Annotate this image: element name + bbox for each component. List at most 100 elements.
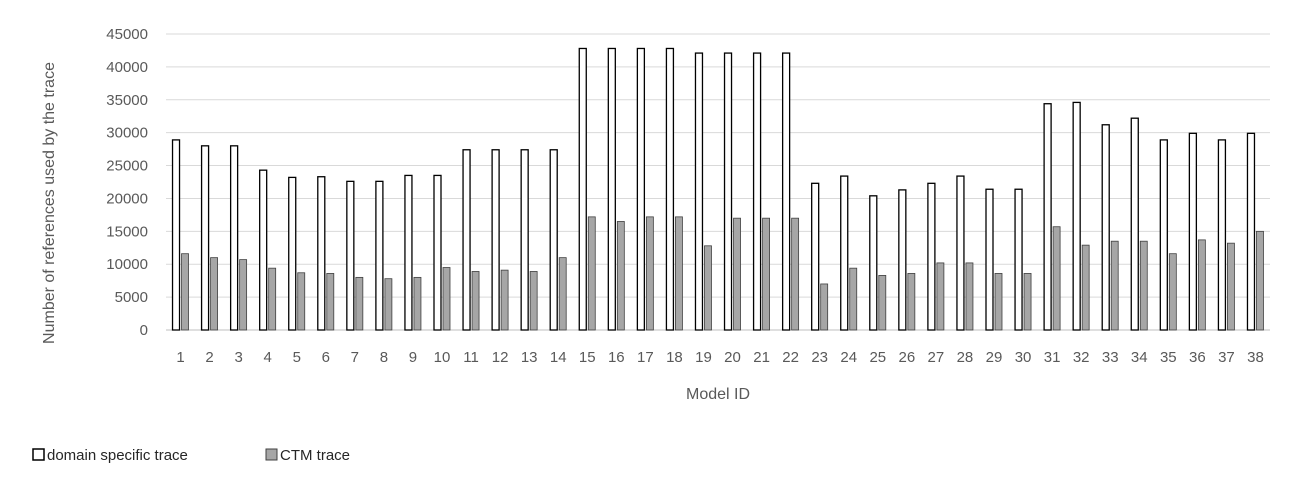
bar-ctm-trace xyxy=(1256,230,1264,331)
bar-domain-specific-trace xyxy=(1130,117,1139,331)
bar-ctm-trace xyxy=(1110,240,1119,331)
bar-domain-specific-trace xyxy=(1014,188,1023,331)
x-tick-label: 13 xyxy=(521,349,538,366)
bar-ctm-trace xyxy=(733,217,741,331)
bar-domain-specific-trace xyxy=(491,149,500,331)
x-tick-label: 22 xyxy=(782,349,799,366)
y-tick-label: 40000 xyxy=(106,59,148,76)
bar-ctm-trace xyxy=(471,271,480,331)
bar-domain-specific-trace xyxy=(549,149,558,331)
bar-ctm-trace xyxy=(326,273,335,331)
bar-domain-specific-trace xyxy=(1101,124,1110,331)
bar-domain-specific-trace xyxy=(1217,139,1227,331)
legend-label-domain-specific-trace: domain specific trace xyxy=(47,447,188,464)
x-tick-label: 33 xyxy=(1102,349,1119,366)
bar-ctm-trace xyxy=(965,262,974,331)
bar-ctm-trace xyxy=(1168,253,1177,331)
y-axis-ticks: 0 5000 10000 15000 20000 25000 30000 35000 40000… xyxy=(106,26,148,339)
bar-ctm-trace xyxy=(907,273,916,331)
bar-ctm-trace xyxy=(210,257,218,331)
bar-ctm-trace xyxy=(239,259,248,331)
x-tick-label: 37 xyxy=(1218,349,1235,366)
x-tick-label: 31 xyxy=(1044,349,1061,366)
x-tick-label: 34 xyxy=(1131,349,1148,366)
x-tick-label: 2 xyxy=(205,349,213,366)
x-tick-label: 21 xyxy=(753,349,770,366)
bar-ctm-trace xyxy=(384,278,393,331)
y-tick-label: 20000 xyxy=(106,190,148,207)
y-tick-label: 5000 xyxy=(115,289,148,306)
y-tick-label: 45000 xyxy=(106,26,148,43)
bar-domain-specific-trace xyxy=(1072,101,1081,331)
bar-ctm-trace xyxy=(1227,242,1235,331)
x-tick-label: 4 xyxy=(264,349,272,366)
bar-domain-specific-trace xyxy=(200,145,210,331)
x-tick-label: 12 xyxy=(492,349,509,366)
bar-domain-specific-trace xyxy=(1159,139,1168,331)
bars xyxy=(171,47,1264,331)
bar-domain-specific-trace xyxy=(171,139,181,331)
bar-ctm-trace xyxy=(500,269,509,331)
bar-ctm-trace xyxy=(1052,226,1061,331)
bar-ctm-trace xyxy=(1139,240,1148,331)
x-axis-title: Model ID xyxy=(686,386,750,403)
bar-ctm-trace xyxy=(558,257,567,331)
bar-domain-specific-trace xyxy=(229,145,239,331)
x-tick-label: 32 xyxy=(1073,349,1090,366)
x-tick-label: 14 xyxy=(550,349,567,366)
x-tick-label: 25 xyxy=(869,349,886,366)
bar-domain-specific-trace xyxy=(665,47,675,331)
bar-domain-specific-trace xyxy=(375,180,384,331)
bar-domain-specific-trace xyxy=(346,180,355,331)
bar-domain-specific-trace xyxy=(607,47,616,331)
x-tick-label: 9 xyxy=(409,349,417,366)
bar-domain-specific-trace xyxy=(956,175,965,331)
x-tick-label: 10 xyxy=(434,349,451,366)
bar-domain-specific-trace xyxy=(811,182,820,331)
legend-swatch-ctm-trace xyxy=(265,448,278,461)
bar-domain-specific-trace xyxy=(462,149,471,331)
x-tick-label: 35 xyxy=(1160,349,1177,366)
bar-domain-specific-trace xyxy=(1043,103,1052,331)
bar-domain-specific-trace xyxy=(288,176,297,331)
bar-domain-specific-trace xyxy=(694,52,704,331)
bar-ctm-trace xyxy=(442,267,451,331)
bar-domain-specific-trace xyxy=(898,189,907,331)
bar-ctm-trace xyxy=(413,276,422,331)
y-tick-label: 10000 xyxy=(106,256,148,273)
bar-ctm-trace xyxy=(268,267,277,331)
bar-ctm-trace xyxy=(704,245,712,331)
x-tick-label: 17 xyxy=(637,349,654,366)
x-tick-label: 28 xyxy=(957,349,974,366)
bar-domain-specific-trace xyxy=(317,176,326,331)
bar-ctm-trace xyxy=(762,217,770,331)
x-tick-label: 11 xyxy=(463,349,479,366)
bar-ctm-trace xyxy=(355,276,364,331)
bar-ctm-trace xyxy=(297,272,306,331)
x-tick-label: 6 xyxy=(322,349,330,366)
legend: domain specific trace CTM trace xyxy=(32,447,350,464)
bar-ctm-trace xyxy=(645,216,654,331)
bar-ctm-trace xyxy=(878,275,887,331)
x-tick-label: 20 xyxy=(724,349,741,366)
bar-domain-specific-trace xyxy=(985,188,994,331)
legend-swatch-domain-specific-trace xyxy=(32,448,45,461)
y-tick-label: 35000 xyxy=(106,92,148,109)
x-tick-label: 19 xyxy=(695,349,712,366)
bar-domain-specific-trace xyxy=(433,174,442,331)
bar-ctm-trace xyxy=(849,267,858,331)
bar-ctm-trace xyxy=(994,273,1003,331)
y-tick-label: 15000 xyxy=(106,223,148,240)
legend-label-ctm-trace: CTM trace xyxy=(280,447,350,464)
x-tick-label: 38 xyxy=(1247,349,1264,366)
x-axis-ticks: 1 2 3 4 5 6 7 8 9 10 11 12 13 14 15 16 17 18 19 20 21 22 23 24 2… xyxy=(176,349,1263,366)
bar-domain-specific-trace xyxy=(520,149,529,331)
bar-domain-specific-trace xyxy=(723,52,733,331)
bar-ctm-trace xyxy=(1081,244,1090,331)
y-tick-label: 25000 xyxy=(106,158,148,175)
y-tick-label: 30000 xyxy=(106,125,148,142)
x-tick-label: 15 xyxy=(579,349,596,366)
bar-ctm-trace xyxy=(675,216,683,331)
bar-ctm-trace xyxy=(616,221,625,331)
